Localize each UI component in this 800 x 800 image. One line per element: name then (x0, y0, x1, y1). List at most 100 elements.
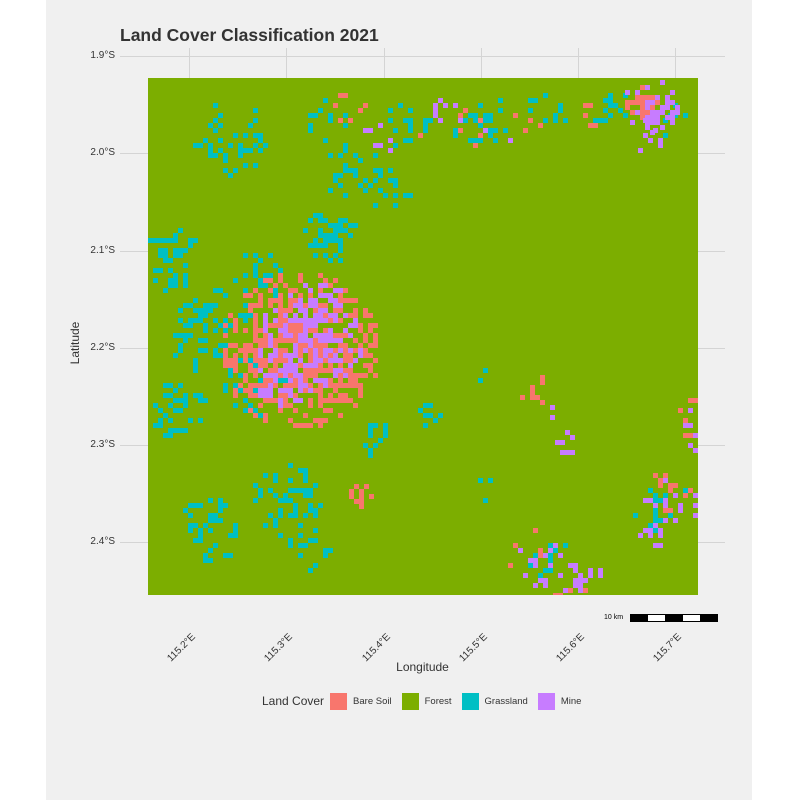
raster-cell (373, 203, 378, 208)
raster-cell (208, 303, 213, 308)
raster-cell (233, 343, 238, 348)
raster-cell (583, 113, 588, 118)
raster-cell (625, 105, 630, 110)
raster-cell (423, 118, 428, 123)
raster-cell (668, 513, 673, 518)
raster-cell (298, 318, 303, 323)
raster-cell (688, 443, 693, 448)
raster-cell (333, 368, 338, 373)
raster-cell (238, 348, 243, 353)
raster-cell (233, 133, 238, 138)
raster-cell (353, 313, 358, 318)
raster-cell (303, 348, 308, 353)
raster-cell (268, 338, 273, 343)
raster-cell (368, 183, 373, 188)
raster-cell (158, 248, 163, 253)
raster-cell (288, 393, 293, 398)
raster-cell (258, 138, 263, 143)
raster-cell (183, 333, 188, 338)
raster-cell (378, 143, 383, 148)
raster-cell (313, 368, 318, 373)
raster-cell (208, 153, 213, 158)
raster-cell (228, 323, 233, 328)
raster-cell (623, 93, 628, 98)
raster-cell (258, 278, 263, 283)
raster-cell (663, 518, 668, 523)
raster-cell (333, 173, 338, 178)
raster-cell (233, 383, 238, 388)
raster-cell (353, 153, 358, 158)
raster-cell (268, 273, 273, 278)
raster-cell (158, 268, 163, 273)
raster-cell (298, 338, 303, 343)
raster-cell (233, 358, 238, 363)
raster-cell (343, 398, 348, 403)
raster-cell (328, 333, 333, 338)
raster-cell (283, 403, 288, 408)
raster-cell (343, 343, 348, 348)
raster-cell (673, 518, 678, 523)
raster-cell (343, 193, 348, 198)
raster-cell (333, 278, 338, 283)
raster-cell (650, 120, 655, 125)
raster-cell (288, 328, 293, 333)
raster-cell (333, 308, 338, 313)
raster-cell (323, 138, 328, 143)
raster-cell (313, 243, 318, 248)
raster-cell (660, 105, 665, 110)
raster-cell (253, 413, 258, 418)
raster-cell (208, 518, 213, 523)
raster-cell (558, 593, 563, 595)
raster-cell (248, 403, 253, 408)
raster-cell (613, 103, 618, 108)
raster-cell (423, 423, 428, 428)
raster-cell (253, 393, 258, 398)
raster-cell (233, 318, 238, 323)
raster-cell (338, 218, 343, 223)
raster-cell (168, 433, 173, 438)
raster-cell (268, 253, 273, 258)
raster-cell (653, 528, 658, 533)
raster-cell (288, 308, 293, 313)
raster-cell (308, 568, 313, 573)
raster-cell (538, 573, 543, 578)
raster-cell (298, 293, 303, 298)
raster-cell (178, 348, 183, 353)
raster-cell (268, 388, 273, 393)
raster-cell (283, 378, 288, 383)
legend: Land Cover Bare Soil Forest Grassland Mi… (262, 691, 591, 711)
raster-cell (573, 578, 578, 583)
raster-cell (248, 363, 253, 368)
raster-cell (348, 358, 353, 363)
raster-cell (359, 489, 364, 494)
raster-cell (263, 358, 268, 363)
raster-cell (173, 398, 178, 403)
raster-cell (283, 368, 288, 373)
raster-cell (548, 548, 553, 553)
raster-cell (273, 363, 278, 368)
raster-cell (248, 348, 253, 353)
raster-cell (660, 125, 665, 130)
raster-cell (173, 333, 178, 338)
raster-cell (233, 353, 238, 358)
raster-cell (318, 363, 323, 368)
raster-cell (643, 133, 648, 138)
raster-cell (288, 303, 293, 308)
raster-cell (313, 328, 318, 333)
raster-cell (553, 593, 558, 595)
raster-cell (303, 478, 308, 483)
raster-cell (308, 303, 313, 308)
raster-cell (313, 513, 318, 518)
raster-cell (308, 298, 313, 303)
raster-cell (323, 318, 328, 323)
raster-cell (645, 85, 650, 90)
y-tick-label: 2.1°S (90, 245, 115, 256)
raster-cell (293, 348, 298, 353)
raster-cell (318, 213, 323, 218)
raster-cell (363, 373, 368, 378)
raster-cell (383, 428, 388, 433)
raster-cell (298, 373, 303, 378)
raster-cell (353, 298, 358, 303)
raster-cell (333, 223, 338, 228)
raster-cell (268, 323, 273, 328)
